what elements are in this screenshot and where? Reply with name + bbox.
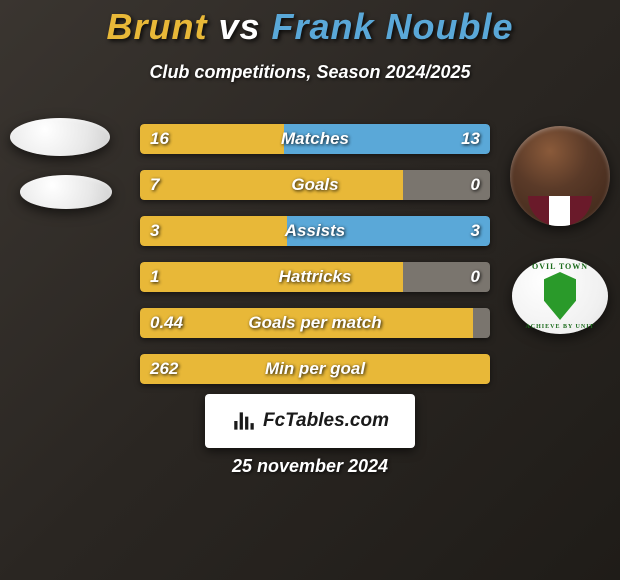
player-left-name: Brunt	[106, 6, 207, 47]
bar-chart-icon	[231, 408, 257, 434]
stat-label: Hattricks	[279, 267, 352, 287]
stat-value-right: 13	[461, 129, 480, 149]
stat-row: 262 Min per goal	[140, 354, 490, 384]
stat-value-left: 262	[150, 359, 178, 379]
crest-text-bottom: ACHIEVE BY UNIT	[525, 324, 594, 330]
stat-row: 1 0 Hattricks	[140, 262, 490, 292]
subtitle: Club competitions, Season 2024/2025	[0, 62, 620, 83]
player-right-club-crest: OVIL TOWN ACHIEVE BY UNIT	[512, 258, 608, 334]
page-title: Brunt vs Frank Nouble	[0, 0, 620, 48]
player-left-avatar	[10, 118, 110, 156]
stat-row: 3 3 Assists	[140, 216, 490, 246]
crest-text-top: OVIL TOWN	[532, 262, 588, 271]
player-right-avatar	[510, 126, 610, 226]
stat-label: Min per goal	[265, 359, 365, 379]
stat-bar-neutral	[473, 308, 491, 338]
stat-bar-left	[140, 262, 403, 292]
stat-row: 0.44 Goals per match	[140, 308, 490, 338]
player-left-club-logo	[20, 175, 112, 209]
vs-separator: vs	[218, 6, 260, 47]
fctables-badge: FcTables.com	[205, 394, 415, 448]
stat-bar-left	[140, 216, 287, 246]
snapshot-date: 25 november 2024	[232, 456, 388, 477]
player-right-name: Frank Nouble	[272, 6, 514, 47]
badge-text: FcTables.com	[263, 410, 389, 432]
stat-label: Assists	[285, 221, 345, 241]
stat-label: Matches	[281, 129, 349, 149]
stat-value-left: 3	[150, 221, 159, 241]
stat-value-left: 0.44	[150, 313, 183, 333]
stat-value-left: 16	[150, 129, 169, 149]
stat-value-right: 0	[471, 267, 480, 287]
stat-value-right: 3	[471, 221, 480, 241]
stat-row: 7 0 Goals	[140, 170, 490, 200]
stat-value-left: 7	[150, 175, 159, 195]
stat-value-right: 0	[471, 175, 480, 195]
stat-label: Goals	[291, 175, 338, 195]
stat-bar-left	[140, 170, 403, 200]
stat-row: 16 13 Matches	[140, 124, 490, 154]
stats-panel: 16 13 Matches 7 0 Goals 3 3 Assists 1 0 Hattricks 0.…	[140, 124, 490, 400]
stat-label: Goals per match	[248, 313, 381, 333]
stat-value-left: 1	[150, 267, 159, 287]
